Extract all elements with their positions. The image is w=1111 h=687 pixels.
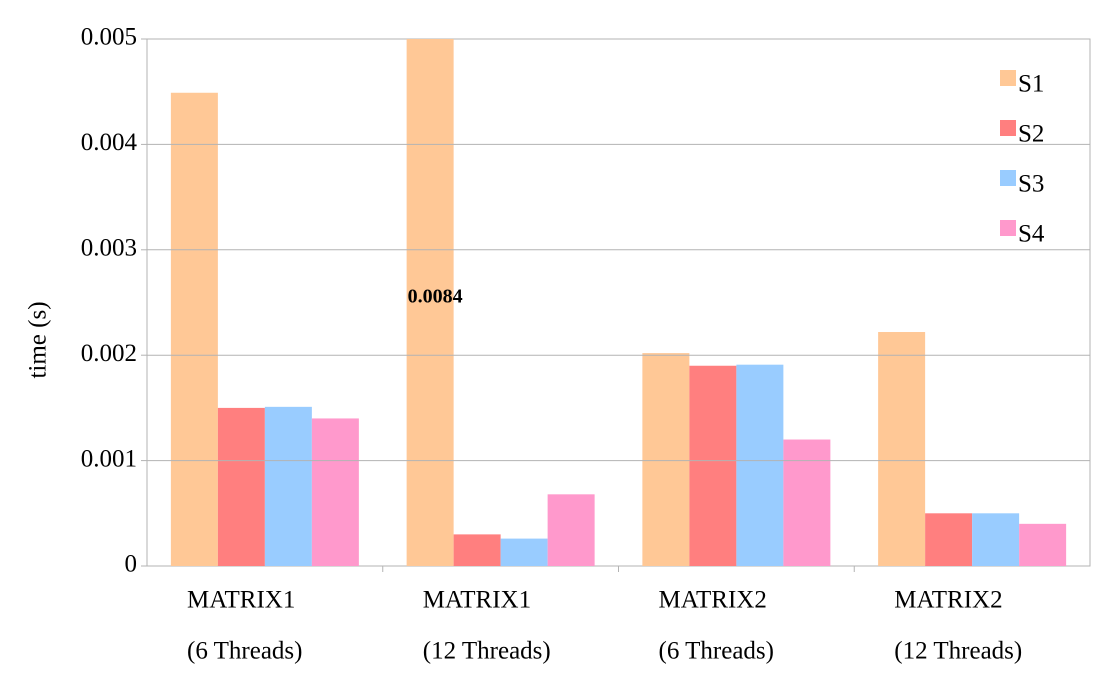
bar	[689, 365, 737, 566]
y-tick-label: 0.001	[81, 445, 137, 472]
legend-swatch	[1000, 170, 1016, 186]
legend-label: S2	[1018, 121, 1044, 148]
x-tick-label: MATRIX2	[894, 587, 1002, 614]
y-tick-label: 0	[125, 551, 138, 578]
bar	[783, 439, 831, 566]
bar	[1019, 523, 1067, 566]
y-tick-label: 0.005	[81, 24, 137, 51]
x-tick-label: (12 Threads)	[423, 638, 551, 665]
x-tick-label: MATRIX1	[423, 587, 531, 614]
bar	[170, 92, 218, 566]
x-tick-label: MATRIX1	[187, 587, 295, 614]
bar	[878, 332, 926, 566]
bar	[453, 534, 501, 566]
bar	[311, 418, 359, 566]
plot-area	[170, 39, 1067, 566]
legend-swatch	[1000, 70, 1016, 86]
x-tick-label: (6 Threads)	[187, 638, 302, 665]
bar	[736, 364, 784, 566]
bar	[547, 494, 595, 566]
x-tick-label: (12 Threads)	[894, 638, 1022, 665]
bar	[406, 39, 454, 566]
legend-label: S1	[1018, 71, 1044, 98]
bar	[264, 406, 312, 566]
y-tick-label: 0.003	[81, 235, 137, 262]
legend-label: S4	[1018, 221, 1045, 248]
x-tick-label: (6 Threads)	[659, 638, 774, 665]
y-axis-label: time (s)	[25, 301, 52, 378]
legend-swatch	[1000, 120, 1016, 136]
bar	[972, 513, 1020, 566]
value-label: 0.0084	[408, 286, 463, 308]
bar	[217, 407, 265, 566]
bar	[642, 353, 690, 566]
bar	[925, 513, 973, 566]
legend-label: S3	[1018, 171, 1044, 198]
legend-swatch	[1000, 220, 1016, 236]
y-tick-label: 0.004	[81, 129, 138, 156]
x-tick-label: MATRIX2	[659, 587, 767, 614]
y-tick-label: 0.002	[81, 340, 137, 367]
bar	[500, 538, 548, 566]
